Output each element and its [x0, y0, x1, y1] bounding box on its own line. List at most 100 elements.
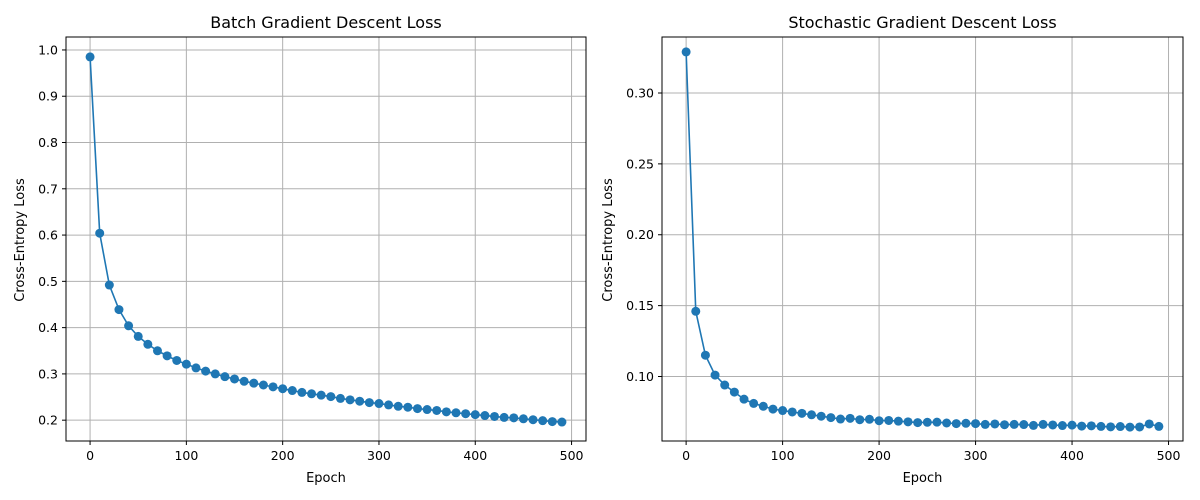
data-point: [104, 280, 114, 290]
data-point: [720, 380, 730, 390]
data-point: [133, 331, 143, 341]
data-point: [778, 406, 788, 416]
data-point: [451, 408, 461, 418]
x-tick-label: 0: [682, 448, 690, 463]
data-point: [316, 390, 326, 400]
y-axis-label: Cross-Entropy Loss: [13, 178, 28, 302]
data-series: [681, 47, 1164, 432]
data-point: [893, 416, 903, 426]
data-point: [1125, 422, 1135, 432]
data-point: [1086, 421, 1096, 431]
data-point: [249, 378, 259, 388]
data-point: [374, 399, 384, 409]
y-tick-label: 0.2: [38, 413, 58, 428]
y-tick-label: 0.7: [38, 181, 58, 196]
plot-frame: [65, 36, 587, 442]
data-point: [181, 359, 191, 369]
data-point: [1154, 421, 1164, 431]
data-point: [1115, 422, 1125, 432]
data-point: [412, 404, 422, 414]
data-point: [797, 408, 807, 418]
chart-title: Batch Gradient Descent Loss: [210, 13, 442, 32]
y-tick-label: 0.25: [626, 156, 654, 171]
data-point: [509, 413, 519, 423]
data-point: [422, 405, 432, 415]
data-point: [499, 412, 509, 422]
data-point: [826, 413, 836, 423]
data-point: [258, 380, 268, 390]
data-point: [162, 351, 172, 361]
y-tick-label: 0.15: [626, 298, 654, 313]
y-axis: 0.10 0.15 0.20 0.25 0.30: [626, 85, 662, 384]
data-point: [855, 415, 865, 425]
data-point: [557, 417, 567, 427]
chart-panel-batch: Batch Gradient Descent Loss Epoch Cross-…: [13, 13, 587, 486]
x-tick-label: 200: [271, 448, 295, 463]
data-point: [700, 350, 710, 360]
data-point: [903, 417, 913, 427]
data-point: [152, 346, 162, 356]
data-point: [951, 419, 961, 429]
data-point: [403, 402, 413, 412]
data-point: [961, 418, 971, 428]
data-point: [758, 401, 768, 411]
data-point: [845, 413, 855, 423]
y-tick-label: 0.3: [38, 366, 58, 381]
data-point: [201, 366, 211, 376]
x-tick-label: 500: [560, 448, 584, 463]
y-tick-label: 1.0: [38, 42, 58, 57]
series-line: [685, 51, 1160, 428]
data-point: [1048, 420, 1058, 430]
data-point: [913, 418, 923, 428]
grid-lines: [662, 37, 1183, 441]
y-tick-label: 0.20: [626, 227, 654, 242]
data-point: [768, 404, 778, 414]
data-point: [942, 418, 952, 428]
data-point: [874, 416, 884, 426]
data-point: [335, 393, 345, 403]
data-point: [749, 398, 759, 408]
x-tick-label: 400: [1060, 448, 1084, 463]
x-tick-label: 400: [463, 448, 487, 463]
data-point: [922, 417, 932, 427]
data-point: [1135, 422, 1145, 432]
data-point: [220, 372, 230, 382]
data-point: [239, 376, 249, 386]
y-tick-label: 0.9: [38, 89, 58, 104]
data-point: [210, 369, 220, 379]
data-point: [307, 389, 317, 399]
plot-frame: [661, 36, 1184, 442]
data-point: [268, 382, 278, 392]
data-point: [547, 417, 557, 427]
data-point: [326, 392, 336, 402]
x-tick-label: 300: [367, 448, 391, 463]
data-point: [691, 306, 701, 316]
data-point: [287, 386, 297, 396]
data-point: [1038, 419, 1048, 429]
data-point: [538, 416, 548, 426]
chart-title: Stochastic Gradient Descent Loss: [788, 13, 1056, 32]
x-tick-label: 300: [964, 448, 988, 463]
x-axis-label: Epoch: [903, 471, 943, 486]
data-point: [816, 411, 826, 421]
data-point: [710, 370, 720, 380]
data-point: [364, 398, 374, 408]
data-point: [1028, 420, 1038, 430]
data-point: [490, 411, 500, 421]
data-point: [441, 407, 451, 417]
x-tick-label: 100: [174, 448, 198, 463]
data-point: [1000, 420, 1010, 430]
y-tick-label: 0.10: [626, 369, 654, 384]
data-point: [835, 414, 845, 424]
x-tick-label: 100: [771, 448, 795, 463]
data-point: [95, 228, 105, 238]
data-point: [1009, 419, 1019, 429]
data-point: [230, 374, 240, 384]
data-point: [884, 415, 894, 425]
data-point: [932, 417, 942, 427]
data-point: [191, 363, 201, 373]
data-point: [1057, 421, 1067, 431]
data-point: [114, 305, 124, 315]
data-series: [85, 52, 567, 427]
data-point: [787, 407, 797, 417]
